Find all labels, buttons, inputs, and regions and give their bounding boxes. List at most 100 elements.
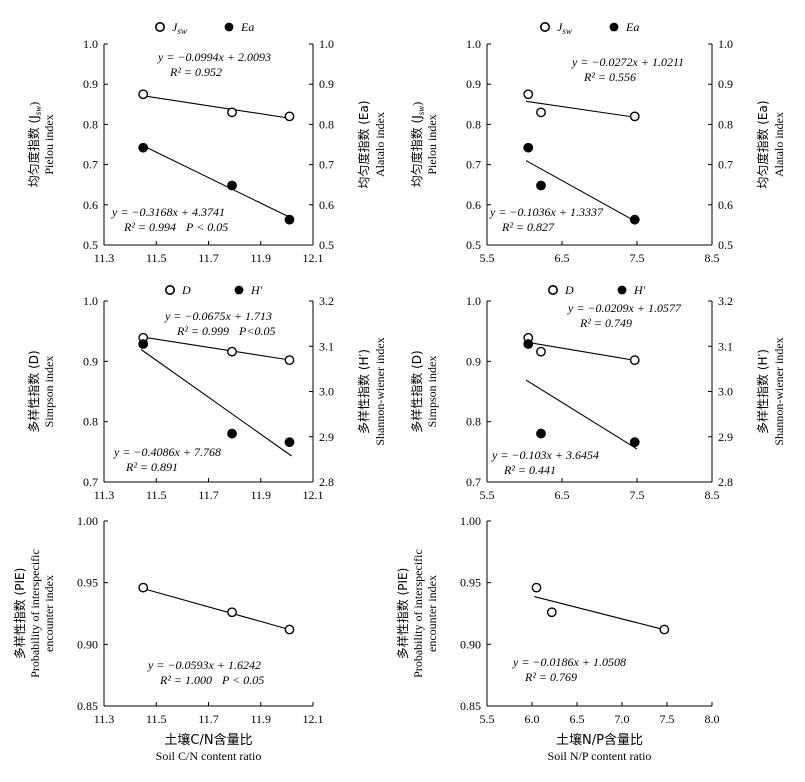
y2-tick-label: 1.0 [718, 37, 733, 51]
y-tick-label: 0.7 [466, 475, 481, 489]
equation-text: y = −0.3168x + 4.3741 [111, 205, 225, 219]
data-point-filled [523, 339, 534, 349]
y-tick-label: 0.8 [83, 117, 98, 131]
legend-marker-filled [609, 22, 619, 32]
x-tick-label: 11.3 [94, 251, 115, 265]
data-point-open [284, 624, 295, 635]
y-tick-label: 0.6 [466, 198, 481, 212]
trendline-left [525, 100, 638, 119]
x-tick-label: 7.5 [630, 251, 645, 265]
y2-tick-label: 0.7 [718, 158, 733, 172]
legend: Jsw Ea [539, 20, 639, 36]
data-point-open [536, 107, 546, 118]
y2-tick-label: 0.9 [718, 77, 733, 91]
equation-text: y = −0.0675x + 1.713 [164, 309, 272, 323]
chart-panel-np_evenness: 0.5 0.6 0.7 0.8 0.9 1.0 0.5 0.6 0.7 0.8 0.9 1.0 5.5 6… [409, 20, 786, 265]
legend-marker-open [165, 284, 176, 295]
y-axis-title-en: Probability of interspecific [411, 549, 425, 678]
data-point-filled [227, 428, 237, 439]
y2-tick-label: 3.0 [718, 385, 733, 399]
trendline-left [534, 596, 667, 631]
r-squared-text: R² = 0.769 [524, 670, 577, 684]
y-axis-title-en: Probability of interspecific [28, 549, 42, 678]
chart-panel-cn_diversity: 0.7 0.8 0.9 1.0 2.8 2.9 3.0 3.1 3.2 11.3 11.5 11.7 1… [26, 283, 387, 502]
data-point-filled [536, 428, 546, 439]
x-tick-label: 5.5 [480, 251, 495, 265]
y2-tick-label: 0.7 [319, 158, 334, 172]
x-tick-label: 11.9 [250, 712, 271, 726]
y-tick-label: 0.7 [83, 158, 98, 172]
x-tick-label: 11.3 [94, 712, 115, 726]
equation-text: y = −0.103x + 3.6454 [491, 448, 599, 462]
y-tick-label: 0.5 [466, 238, 481, 252]
x-tick-label: 7.0 [615, 712, 630, 726]
trendline-right [140, 144, 292, 219]
data-point-open [659, 624, 670, 635]
trendline-right [525, 379, 638, 450]
y2-tick-label: 0.5 [718, 238, 733, 252]
y2-axis-title-en: Shannon-wiener index [772, 337, 786, 445]
y2-axis-title-en: Alatalo index [772, 112, 786, 177]
trendline-left [141, 336, 292, 361]
equation-text: y = −0.0593x + 1.6242 [147, 658, 261, 672]
data-point-filled [138, 339, 149, 349]
y-axis-title-en: Simpson index [42, 356, 56, 428]
y2-tick-label: 0.5 [319, 238, 334, 252]
legend-marker-filled [617, 285, 627, 295]
x-tick-label: 11.9 [250, 488, 271, 502]
y-axis-title-en-line2: encounter index [42, 575, 56, 652]
r-squared-text: R² = 0.556 [583, 70, 636, 84]
y-axis-title-cn: 多样性指数 (PIE) [12, 568, 27, 660]
y-axis-title-cn: 均匀度指数 (Jsw) [409, 102, 426, 188]
x-tick-label: 11.5 [146, 488, 167, 502]
x-tick-label: 6.0 [525, 712, 540, 726]
y2-tick-label: 1.0 [319, 37, 334, 51]
y-tick-label: 0.7 [466, 158, 481, 172]
r-squared-text: R² = 1.000 P < 0.05 [159, 673, 264, 687]
x-tick-label: 8.5 [705, 251, 720, 265]
r-squared-text: R² = 0.827 [501, 220, 555, 234]
y-tick-label: 0.9 [83, 354, 98, 368]
data-point-filled [284, 214, 295, 225]
data-point-open [629, 111, 640, 122]
y2-tick-label: 3.1 [718, 339, 733, 353]
data-point-filled [629, 437, 640, 448]
data-point-filled [629, 214, 640, 225]
y2-tick-label: 2.9 [718, 430, 733, 444]
data-point-open [227, 107, 237, 118]
x-tick-label: 5.5 [480, 712, 495, 726]
data-point-open [546, 607, 557, 618]
y-tick-label: 0.90 [77, 637, 98, 651]
y-axis-title-en: Pielou index [42, 114, 56, 174]
y-tick-label: 0.90 [460, 637, 481, 651]
y2-tick-label: 2.8 [319, 475, 334, 489]
y-tick-label: 0.6 [83, 198, 98, 212]
trendline-left [140, 587, 292, 631]
y-axis-title-cn: 多样性指数 (D) [26, 350, 41, 432]
data-point-filled [284, 437, 295, 448]
legend-label: Ea [240, 20, 254, 34]
equation-text: y = −0.0994x + 2.0093 [157, 50, 271, 64]
y-tick-label: 0.9 [466, 354, 481, 368]
trendline-left [525, 341, 638, 362]
x-tick-label: 8.0 [705, 712, 720, 726]
legend-label: D [564, 283, 574, 297]
chart-panel-np_diversity: 0.7 0.8 0.9 1.0 2.8 2.9 3.0 3.1 3.2 5.5 6.5 7.5 8.5 多… [409, 283, 786, 502]
equation-text: y = −0.1036x + 1.3337 [489, 205, 604, 219]
x-tick-label: 8.5 [705, 488, 720, 502]
y-axis-title-en: Pielou index [425, 114, 439, 174]
y-tick-label: 0.95 [460, 576, 481, 590]
legend-label: Ea [625, 20, 639, 34]
x-axis-title-cn: 土壤N/P含量比 [556, 732, 643, 748]
y-tick-label: 0.8 [83, 415, 98, 429]
legend-label: H′ [250, 283, 263, 297]
y-axis-title-cn: 均匀度指数 (Jsw) [26, 102, 43, 188]
y-axis-title-en-line2: encounter index [425, 575, 439, 652]
y2-axis-title-cn: 多样性指数 (H′) [356, 349, 371, 434]
y-tick-label: 0.9 [83, 77, 98, 91]
data-point-open [227, 607, 237, 618]
